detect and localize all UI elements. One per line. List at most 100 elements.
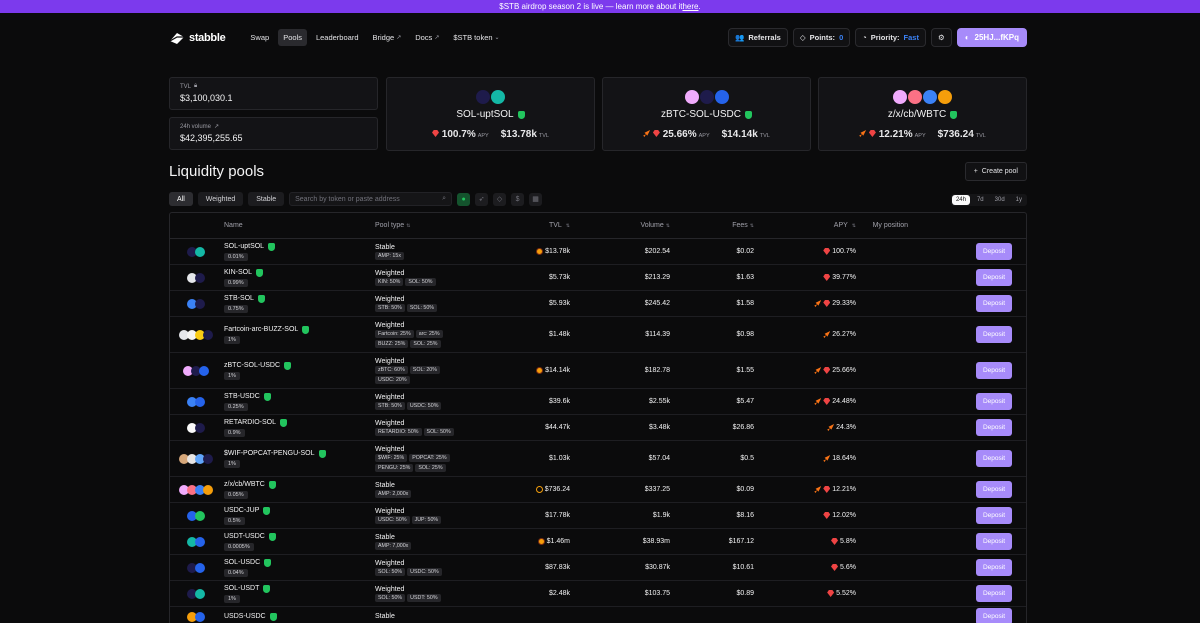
header-pool-type[interactable]: Pool type ⇅ — [375, 222, 505, 229]
table-row[interactable]: KIN-SOL 0.99% Weighted KIN: 50% SOL: 50% … — [170, 265, 1026, 291]
weight-tag: SOL: 50% — [375, 567, 406, 576]
pool-token-icons — [170, 365, 224, 376]
table-row[interactable]: Fartcoin-arc-BUZZ-SOL 1% Weighted Fartco… — [170, 317, 1026, 353]
wallet-button[interactable]: ◐ 25HJ...fKPq — [956, 28, 1027, 47]
banner-link[interactable]: here — [682, 2, 699, 11]
pool-type: Weighted — [375, 585, 405, 593]
pool-name[interactable]: RETARDIO-SOL — [224, 419, 276, 426]
fees-cell: $1.63 — [736, 274, 754, 281]
nav-bridge[interactable]: Bridge ↗ — [368, 29, 407, 46]
referrals-button[interactable]: 👥 Referrals — [727, 28, 788, 47]
table-row[interactable]: USDS-USDC Stable Deposit — [170, 607, 1026, 623]
featured-pool-card[interactable]: z/x/cb/WBTC 12.21% APY $736.24 TVL — [818, 77, 1027, 151]
table-row[interactable]: STB-SOL 0.75% Weighted STB: 50% SOL: 50% … — [170, 291, 1026, 317]
points-button[interactable]: ◇ Points: 0 — [792, 28, 851, 47]
header-apy[interactable]: APY ⇅ — [754, 222, 856, 229]
deposit-button[interactable]: Deposit — [976, 326, 1012, 343]
gem-filter-icon[interactable]: ◇ — [493, 192, 507, 206]
table-row[interactable]: RETARDIO-SOL 0.9% Weighted RETARDIO: 50%… — [170, 415, 1026, 441]
deposit-button[interactable]: Deposit — [976, 393, 1012, 410]
pool-name[interactable]: SOL-USDC — [224, 559, 261, 566]
create-pool-button[interactable]: + Create pool — [964, 162, 1027, 181]
nav-docs[interactable]: Docs ↗ — [410, 29, 444, 46]
filter-stable[interactable]: Stable — [248, 192, 285, 206]
search-input[interactable]: Search by token or paste address ⌕ — [289, 192, 453, 206]
pool-name[interactable]: SOL-uptSOL — [224, 243, 265, 250]
deposit-button[interactable]: Deposit — [976, 419, 1012, 436]
pool-name[interactable]: USDT-USDC — [224, 533, 265, 540]
tvl-cell: $17.78k — [505, 512, 570, 519]
verified-filter-icon[interactable]: ● — [457, 192, 471, 206]
pool-name[interactable]: STB-USDC — [224, 393, 260, 400]
apy-cell: 12.21% — [754, 486, 856, 493]
weight-tag: POPCAT: 25% — [409, 453, 450, 462]
xbtc-token-icon — [908, 90, 922, 104]
nav-leaderboard[interactable]: Leaderboard — [311, 29, 364, 46]
header-name[interactable]: Name — [224, 222, 243, 229]
deposit-button[interactable]: Deposit — [976, 481, 1012, 498]
token-icon — [187, 611, 197, 622]
table-row[interactable]: z/x/cb/WBTC 0.05% Stable AMP: 2,000x $73… — [170, 477, 1026, 503]
period-24h[interactable]: 24h — [951, 195, 970, 205]
filter-all[interactable]: All — [169, 192, 193, 206]
pool-name[interactable]: Fartcoin-arc-BUZZ-SOL — [224, 326, 299, 333]
nav-swap[interactable]: Swap — [245, 29, 274, 46]
token-icon — [195, 611, 205, 622]
dollar-filter-icon[interactable]: $ — [511, 192, 525, 206]
pool-token-icons — [170, 396, 224, 407]
featured-pool-card[interactable]: zBTC-SOL-USDC 25.66% APY $14.14k TVL — [602, 77, 811, 151]
rocket-filter-icon[interactable]: ➶ — [475, 192, 489, 206]
table-row[interactable]: SOL-uptSOL 0.01% Stable AMP: 15x $13.78k… — [170, 239, 1026, 265]
deposit-button[interactable]: Deposit — [976, 269, 1012, 286]
table-row[interactable]: zBTC-SOL-USDC 1% Weighted zBTC: 60% SOL: … — [170, 353, 1026, 389]
filter-weighted[interactable]: Weighted — [197, 192, 244, 206]
deposit-button[interactable]: Deposit — [976, 507, 1012, 524]
featured-apy: 25.66% — [662, 129, 697, 140]
gem-icon — [823, 300, 831, 307]
deposit-button[interactable]: Deposit — [976, 533, 1012, 550]
grid-filter-icon[interactable]: ▦ — [529, 192, 543, 206]
weight-tag: SOL: 50% — [406, 303, 438, 312]
header-fees[interactable]: Fees ⇅ — [670, 222, 754, 229]
pool-type: Stable — [375, 612, 395, 620]
deposit-button[interactable]: Deposit — [976, 295, 1012, 312]
deposit-button[interactable]: Deposit — [976, 243, 1012, 260]
featured-pool-card[interactable]: SOL-uptSOL 100.7% APY $13.78k TVL — [386, 77, 595, 151]
header-volume[interactable]: Volume ⇅ — [570, 222, 670, 229]
table-row[interactable]: SOL-USDT 1% Weighted SOL: 50% USDT: 50% $… — [170, 581, 1026, 607]
nav-stb-token[interactable]: $STB token ⌄ — [448, 29, 504, 46]
fee-badge: 0.04% — [224, 568, 248, 577]
table-row[interactable]: SOL-USDC 0.04% Weighted SOL: 50% USDC: 50… — [170, 555, 1026, 581]
table-row[interactable]: $WIF-POPCAT-PENGU-SOL 1% Weighted $WIF: … — [170, 441, 1026, 477]
priority-button[interactable]: ◔ Priority: Fast — [855, 28, 926, 47]
pool-name[interactable]: KIN-SOL — [224, 269, 253, 276]
pool-name[interactable]: z/x/cb/WBTC — [224, 481, 265, 488]
rocket-icon — [823, 455, 831, 462]
pool-name[interactable]: USDS-USDC — [224, 613, 266, 620]
pool-name[interactable]: STB-SOL — [224, 295, 254, 302]
period-1y[interactable]: 1y — [1015, 197, 1022, 203]
rocket-icon — [814, 398, 822, 405]
settings-button[interactable]: ⚙ — [930, 28, 952, 47]
deposit-button[interactable]: Deposit — [976, 559, 1012, 576]
token-icon — [187, 453, 197, 464]
pool-name[interactable]: SOL-USDT — [224, 585, 260, 592]
deposit-button[interactable]: Deposit — [976, 362, 1012, 379]
period-7d[interactable]: 7d — [976, 197, 984, 203]
deposit-cell: Deposit — [908, 243, 1026, 260]
deposit-button[interactable]: Deposit — [976, 608, 1012, 623]
period-30d[interactable]: 30d — [994, 197, 1005, 203]
pool-name[interactable]: zBTC-SOL-USDC — [224, 362, 281, 369]
deposit-button[interactable]: Deposit — [976, 450, 1012, 467]
pool-name[interactable]: $WIF-POPCAT-PENGU-SOL — [224, 450, 315, 457]
pool-name[interactable]: USDC-JUP — [224, 507, 260, 514]
header-tvl[interactable]: TVL ⇅ — [505, 222, 570, 229]
brand-logo[interactable]: stabble — [169, 31, 226, 45]
nav-pools[interactable]: Pools — [278, 29, 307, 46]
deposit-button[interactable]: Deposit — [976, 585, 1012, 602]
weight-tag: arc: 25% — [415, 329, 443, 338]
pool-type: Stable — [375, 243, 395, 251]
table-row[interactable]: STB-USDC 0.25% Weighted STB: 50% USDC: 50… — [170, 389, 1026, 415]
table-row[interactable]: USDT-USDC 0.0005% Stable AMP: 7,000x $1.… — [170, 529, 1026, 555]
table-row[interactable]: USDC-JUP 0.5% Weighted USDC: 50% JUP: 50%… — [170, 503, 1026, 529]
